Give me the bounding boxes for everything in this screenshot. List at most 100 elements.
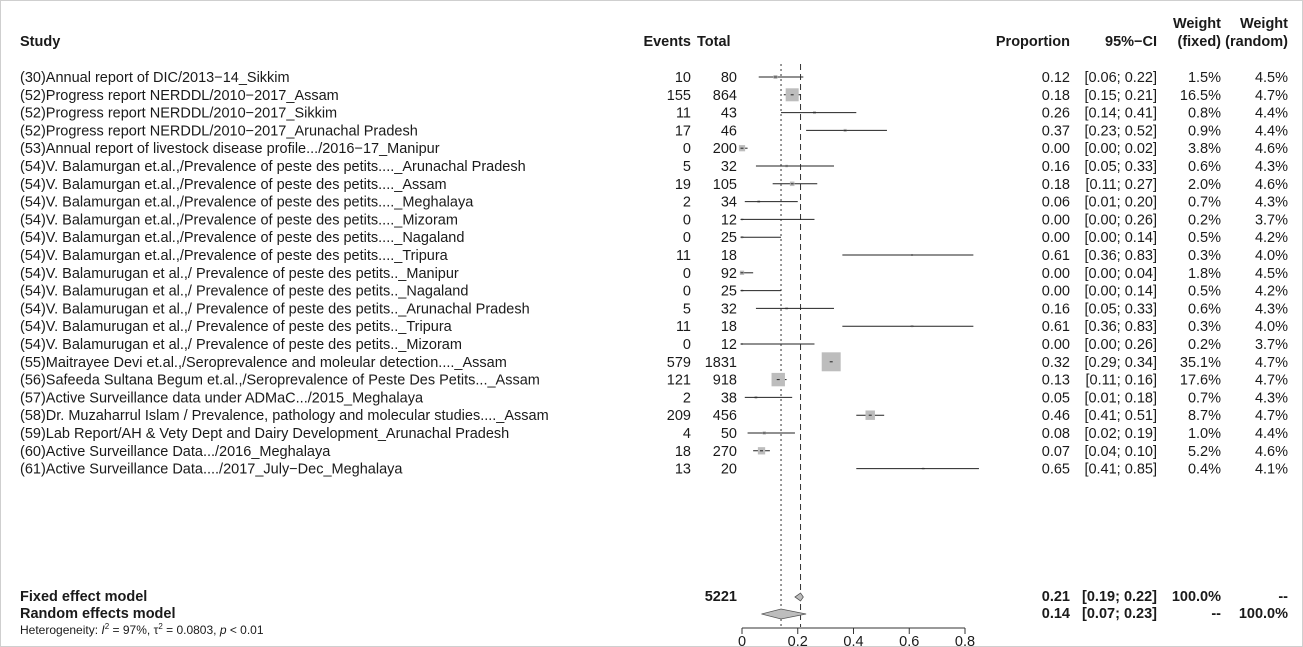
study-label: (54)V. Balamurugan et al.,/ Prevalence o…	[20, 319, 453, 335]
study-label: (54)V. Balamurugan et al.,/ Prevalence o…	[20, 337, 462, 353]
x-tick-label: 0	[738, 634, 746, 647]
events-cell: 5	[683, 301, 691, 317]
total-cell: 92	[721, 266, 737, 282]
total-cell: 34	[721, 195, 737, 211]
plot-marks	[738, 64, 979, 627]
study-label: (54)V. Balamurugan et al.,/ Prevalence o…	[20, 284, 468, 300]
weight-random-cell: 4.2%	[1255, 230, 1288, 246]
study-label: (52)Progress report NERDDL/2010−2017_Sik…	[20, 106, 337, 122]
study-row: (61)Active Surveillance Data..../2017_Ju…	[20, 462, 1288, 478]
ci-cell: [0.41; 0.85]	[1084, 462, 1157, 478]
total-cell: 38	[721, 390, 737, 406]
weight-fixed-cell: 16.5%	[1180, 88, 1221, 104]
fixed-label: Fixed effect model	[20, 589, 147, 605]
study-label: (56)Safeeda Sultana Begum et.al.,/Seropr…	[20, 373, 540, 389]
proportion-cell: 0.16	[1042, 301, 1070, 317]
study-rows: (30)Annual report of DIC/2013−14_Sikkim 1…	[20, 70, 1288, 478]
weight-fixed-cell: 3.8%	[1188, 141, 1221, 157]
study-label: (61)Active Surveillance Data..../2017_Ju…	[20, 462, 403, 478]
total-cell: 18	[721, 248, 737, 264]
ci-cell: [0.23; 0.52]	[1084, 123, 1157, 139]
study-row: (58)Dr. Muzaharrul Islam / Prevalence, p…	[20, 408, 1288, 424]
study-row: (54)V. Balamurugan et al.,/ Prevalence o…	[20, 337, 1288, 353]
events-cell: 0	[683, 230, 691, 246]
study-row: (54)V. Balamurgan et.al.,/Prevalence of …	[20, 159, 1288, 175]
weight-random-cell: 4.3%	[1255, 159, 1288, 175]
fixed-effect-diamond	[794, 592, 804, 602]
weight-fixed-cell: 0.5%	[1188, 230, 1221, 246]
ci-cell: [0.36; 0.83]	[1084, 248, 1157, 264]
ci-cell: [0.01; 0.20]	[1084, 195, 1157, 211]
random-proportion: 0.14	[1042, 606, 1070, 622]
random-effect-diamond	[761, 608, 807, 620]
proportion-cell: 0.61	[1042, 319, 1070, 335]
study-row: (52)Progress report NERDDL/2010−2017_Ass…	[20, 88, 1288, 104]
study-label: (52)Progress report NERDDL/2010−2017_Ass…	[20, 88, 339, 104]
proportion-cell: 0.61	[1042, 248, 1070, 264]
weight-random-cell: 4.2%	[1255, 284, 1288, 300]
study-row: (54)V. Balamurugan et al.,/ Prevalence o…	[20, 284, 1288, 300]
events-cell: 0	[683, 141, 691, 157]
events-cell: 155	[667, 88, 691, 104]
proportion-cell: 0.18	[1042, 88, 1070, 104]
proportion-cell: 0.05	[1042, 390, 1070, 406]
proportion-cell: 0.00	[1042, 337, 1070, 353]
study-row: (52)Progress report NERDDL/2010−2017_Sik…	[20, 106, 1288, 122]
events-cell: 4	[683, 426, 691, 442]
weight-fixed-cell: 0.9%	[1188, 123, 1221, 139]
events-cell: 0	[683, 284, 691, 300]
ci-cell: [0.00; 0.26]	[1084, 212, 1157, 228]
ci-cell: [0.11; 0.16]	[1086, 373, 1157, 389]
header-weight-random: (random)	[1225, 34, 1288, 50]
weight-random-cell: 4.7%	[1255, 408, 1288, 424]
weight-fixed-cell: 0.5%	[1188, 284, 1221, 300]
study-label: (57)Active Surveillance data under ADMaC…	[20, 390, 424, 406]
events-cell: 11	[676, 248, 691, 264]
fixed-weight-random: --	[1278, 589, 1288, 605]
weight-random-cell: 3.7%	[1255, 337, 1288, 353]
proportion-cell: 0.46	[1042, 408, 1070, 424]
total-cell: 18	[721, 319, 737, 335]
proportion-cell: 0.06	[1042, 195, 1070, 211]
ci-cell: [0.00; 0.14]	[1084, 284, 1157, 300]
study-label: (54)V. Balamurgan et.al.,/Prevalence of …	[20, 212, 458, 228]
fixed-total: 5221	[705, 589, 737, 605]
header-weight-fixed: (fixed)	[1178, 34, 1222, 50]
weight-random-cell: 4.3%	[1255, 195, 1288, 211]
header-study: Study	[20, 34, 60, 50]
header-weight-random-line1: Weight	[1240, 16, 1288, 32]
study-row: (59)Lab Report/AH & Vety Dept and Dairy …	[20, 426, 1288, 442]
events-cell: 11	[676, 319, 691, 335]
study-label: (58)Dr. Muzaharrul Islam / Prevalence, p…	[20, 408, 549, 424]
events-cell: 5	[683, 159, 691, 175]
random-label: Random effects model	[20, 606, 176, 622]
proportion-cell: 0.07	[1042, 444, 1070, 460]
weight-fixed-cell: 8.7%	[1188, 408, 1221, 424]
x-axis: 0 0.2 0.4 0.6 0.8	[738, 627, 975, 647]
events-cell: 0	[683, 266, 691, 282]
weight-random-cell: 4.4%	[1255, 106, 1288, 122]
weight-fixed-cell: 0.2%	[1188, 212, 1221, 228]
weight-random-cell: 4.5%	[1255, 266, 1288, 282]
study-label: (54)V. Balamurgan et.al.,/Prevalence of …	[20, 195, 474, 211]
ci-cell: [0.14; 0.41]	[1084, 106, 1157, 122]
weight-fixed-cell: 5.2%	[1188, 444, 1221, 460]
random-weight-fixed: --	[1211, 606, 1221, 622]
proportion-cell: 0.18	[1042, 177, 1070, 193]
events-cell: 11	[676, 106, 691, 122]
summary-rows: Fixed effect model 5221 0.21 [0.19; 0.22…	[20, 589, 1288, 637]
weight-fixed-cell: 0.3%	[1188, 248, 1221, 264]
events-cell: 18	[675, 444, 691, 460]
weight-fixed-cell: 0.3%	[1188, 319, 1221, 335]
study-label: (52)Progress report NERDDL/2010−2017_Aru…	[20, 123, 418, 139]
total-cell: 50	[721, 426, 737, 442]
total-cell: 25	[721, 230, 737, 246]
proportion-cell: 0.12	[1042, 70, 1070, 86]
study-label: (53)Annual report of livestock disease p…	[20, 141, 440, 157]
study-label: (54)V. Balamurugan et al.,/ Prevalence o…	[20, 301, 530, 317]
header-row: Study Events Total Proportion 95%−CI Wei…	[20, 16, 1288, 50]
weight-fixed-cell: 1.0%	[1188, 426, 1221, 442]
ci-cell: [0.36; 0.83]	[1084, 319, 1157, 335]
total-cell: 270	[713, 444, 737, 460]
ci-cell: [0.11; 0.27]	[1086, 177, 1157, 193]
